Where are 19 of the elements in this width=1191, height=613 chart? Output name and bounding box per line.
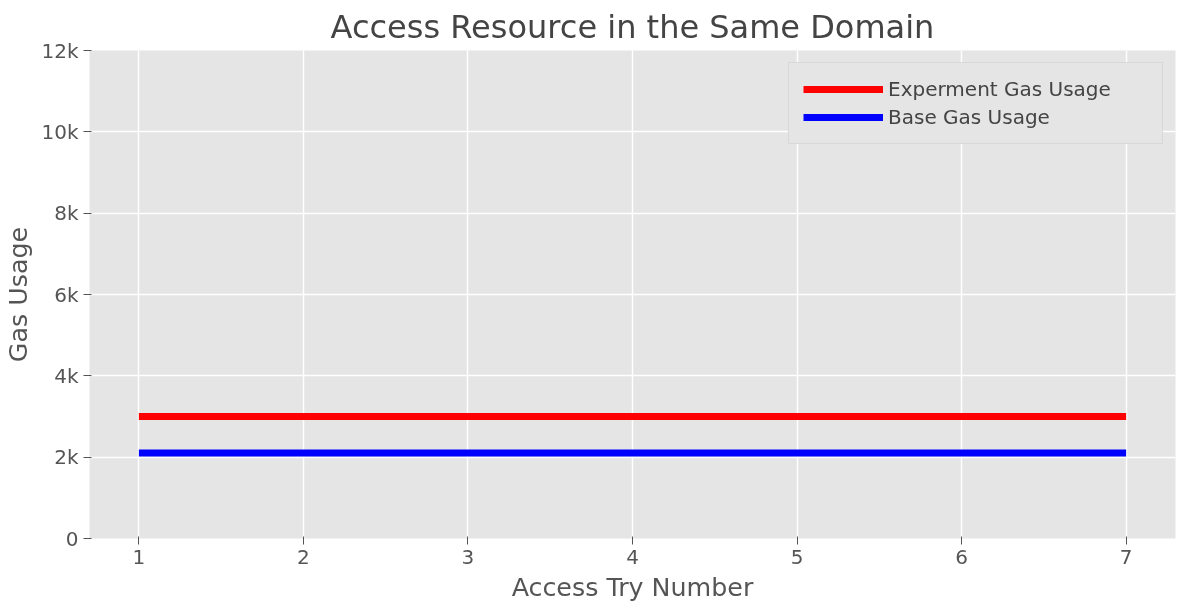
x-tick-label: 6 [955, 544, 968, 569]
x-tick-label: 4 [626, 544, 639, 569]
y-tick-label: 10k [41, 119, 79, 144]
x-tick-label: 7 [1119, 544, 1133, 569]
y-tick-label: 6k [54, 282, 79, 307]
x-tick-label: 1 [132, 544, 146, 569]
y-tick-label: 12k [41, 38, 79, 63]
y-tick-label: 8k [54, 201, 79, 226]
y-tick-label: 4k [54, 363, 79, 388]
x-tick-label: 3 [461, 544, 475, 569]
legend-label: Experment Gas Usage [888, 77, 1112, 101]
x-tick-label: 5 [790, 544, 804, 569]
y-tick-label: 0 [65, 526, 79, 551]
y-tick-label: 2k [54, 445, 79, 470]
legend-label: Base Gas Usage [888, 105, 1051, 129]
y-axis-title: Gas Usage [3, 226, 34, 363]
x-tick-label: 2 [297, 544, 310, 569]
chart-title: Access Resource in the Same Domain [330, 7, 935, 46]
x-axis-title: Access Try Number [511, 571, 754, 602]
